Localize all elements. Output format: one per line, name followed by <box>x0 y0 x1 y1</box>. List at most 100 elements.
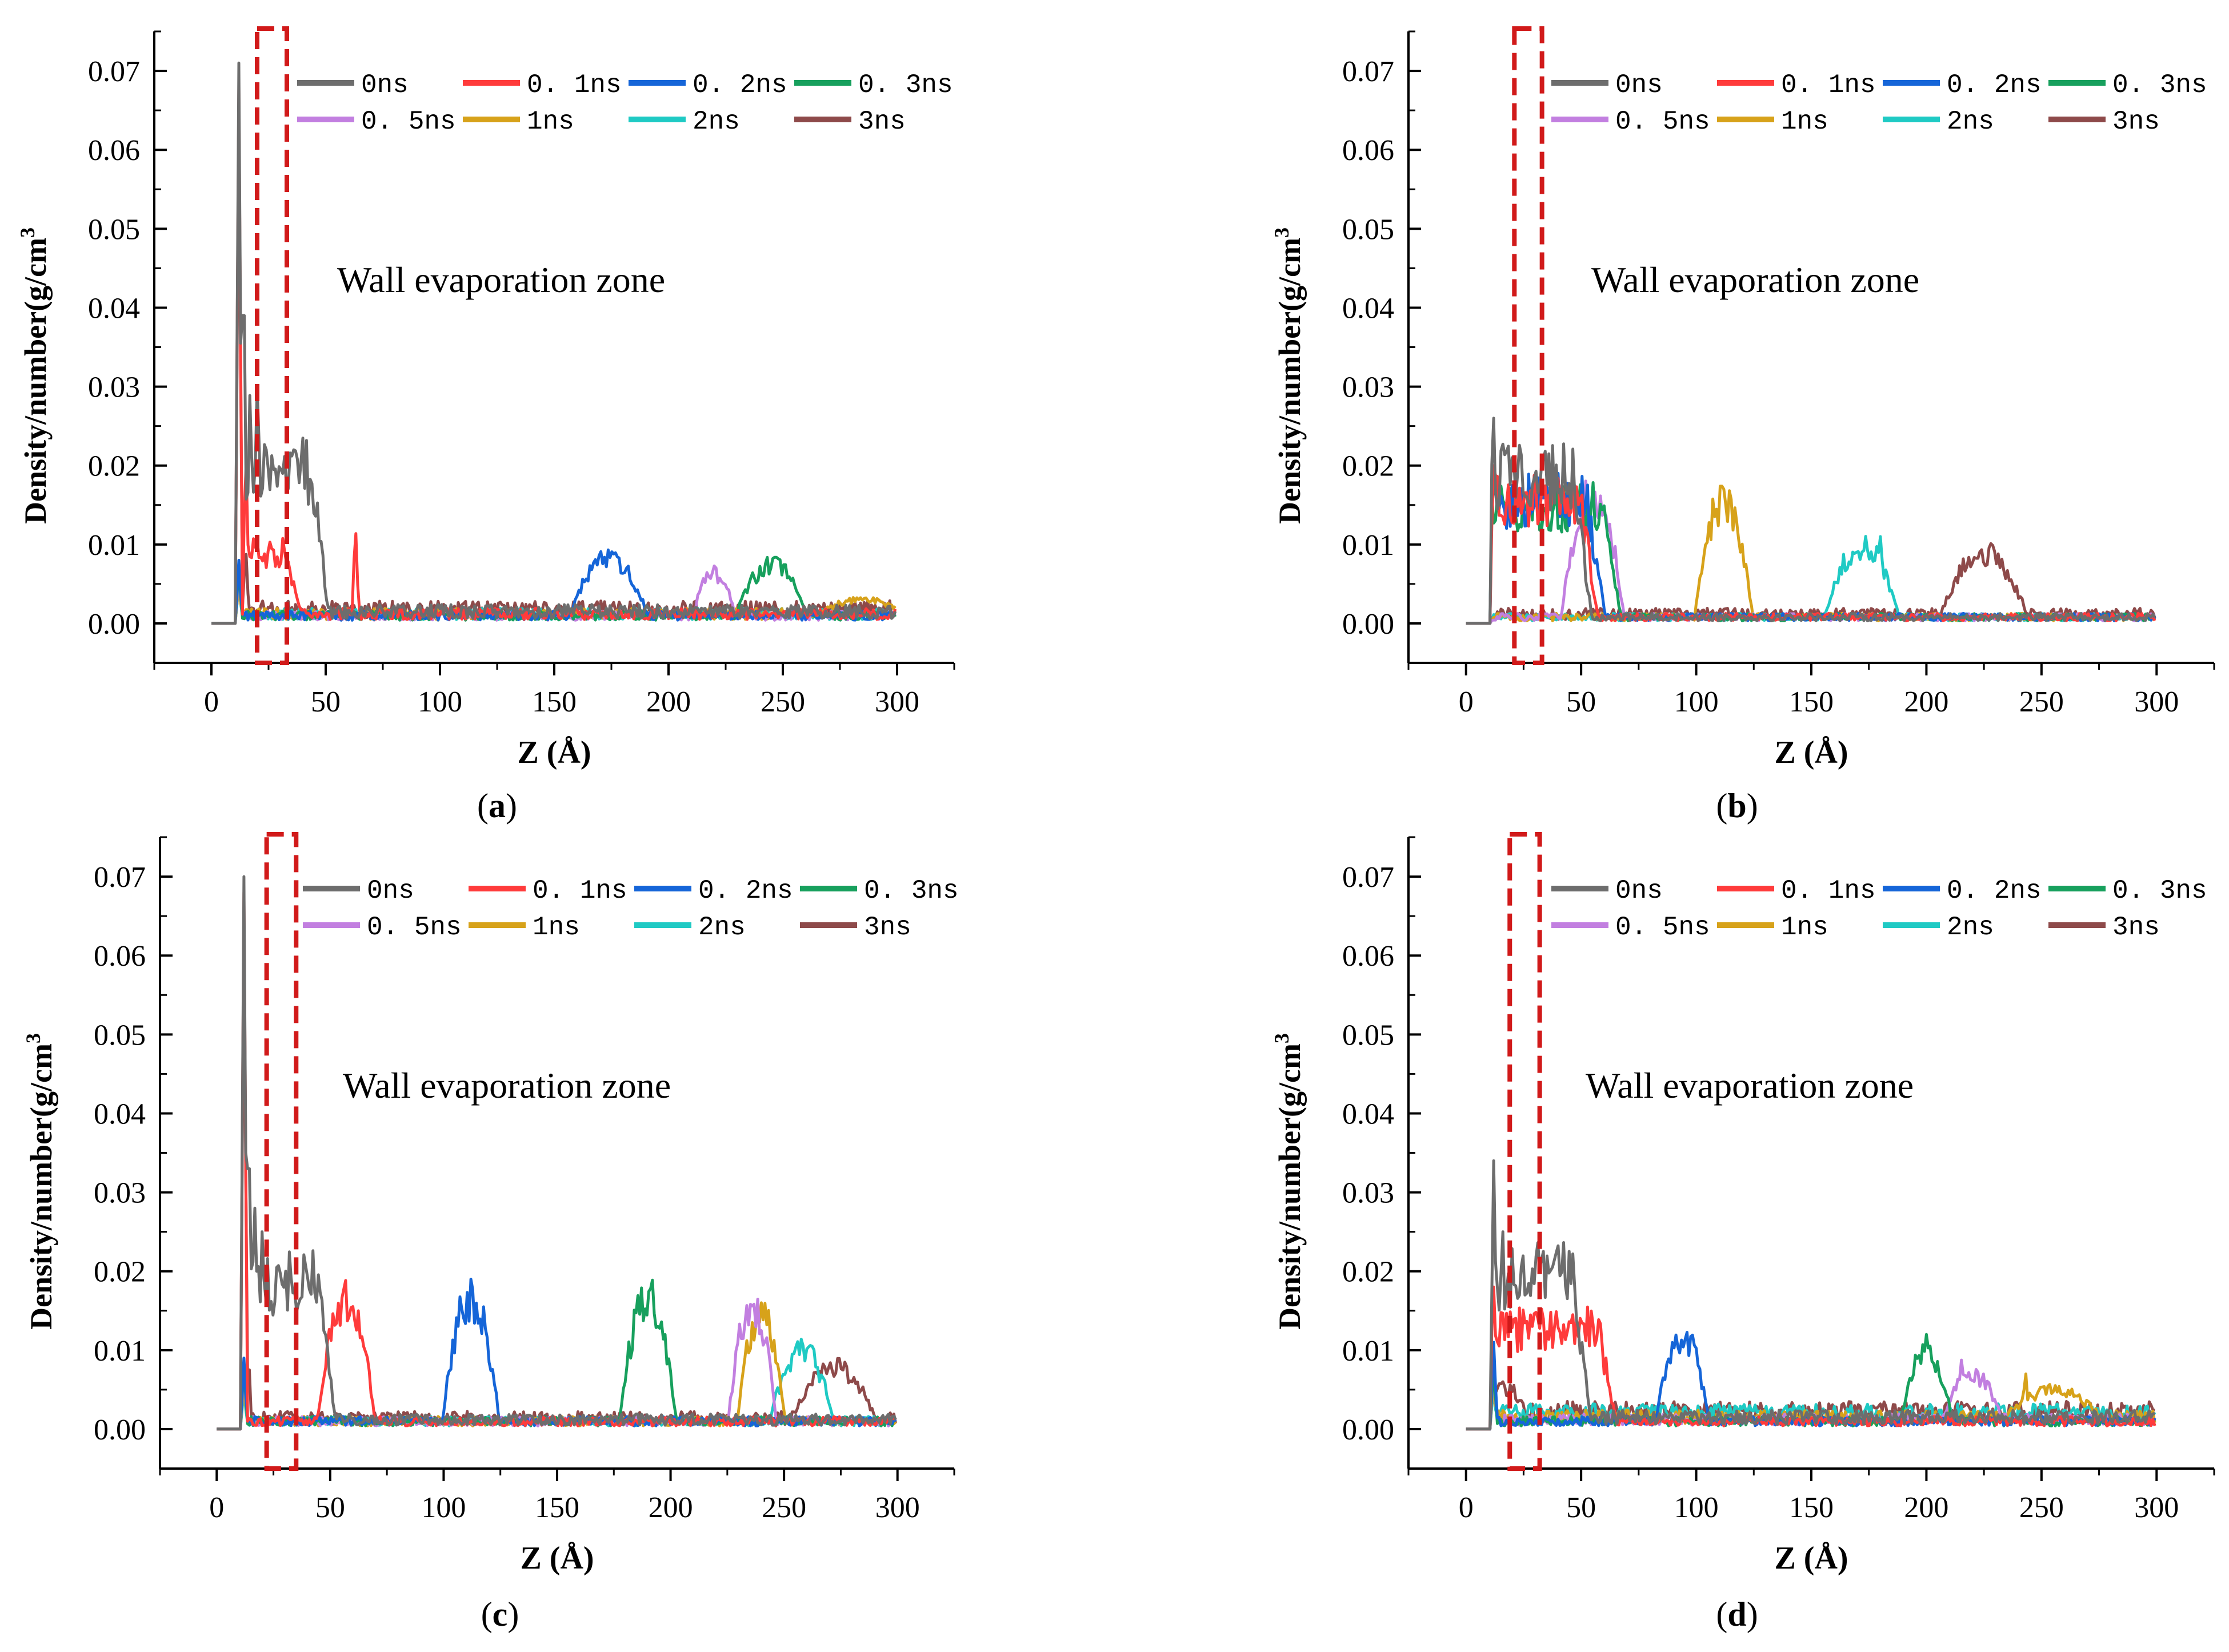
series-line-0ns <box>1466 417 2156 625</box>
y-tick-label: 0.04 <box>88 292 140 325</box>
y-tick-label: 0.07 <box>1342 55 1394 88</box>
y-axis-label: Density/number(g/cm3 <box>16 227 53 524</box>
x-axis-label: Z (Å) <box>1774 1541 1848 1576</box>
x-tick-label: 300 <box>875 686 919 718</box>
legend-label: 0ns <box>361 70 409 100</box>
x-tick-label: 150 <box>532 686 577 718</box>
y-tick-label: 0.00 <box>88 608 140 641</box>
y-axis-label: Density/number(g/cm3 <box>1270 227 1307 524</box>
series-lines <box>1466 417 2156 625</box>
legend-label: 1ns <box>527 107 574 137</box>
y-tick-label: 0.02 <box>1342 450 1394 483</box>
y-tick-label: 0.00 <box>1342 608 1394 641</box>
series-lines <box>211 61 897 625</box>
legend-label: 0. 1ns <box>527 70 622 100</box>
legend-label: 0. 1ns <box>533 876 627 906</box>
x-tick-label: 100 <box>1674 1491 1719 1524</box>
series-line-0ns <box>217 875 897 1431</box>
y-tick-label: 0.06 <box>94 940 146 973</box>
y-tick-label: 0.01 <box>1342 1335 1394 1367</box>
x-tick-label: 50 <box>1566 686 1596 718</box>
x-axis-label: Z (Å) <box>517 735 591 770</box>
series-lines <box>1466 1159 2156 1431</box>
series-lines <box>217 875 897 1431</box>
legend: 0ns 0. 1ns 0. 2ns 0. 3ns 0. 5ns 1ns 2ns 3ns <box>1551 876 2207 942</box>
panel-c: 0.00 0.01 0.02 0.03 0.04 0.05 0.06 0.07 0 50 100 15… <box>22 832 959 1633</box>
legend-label: 0ns <box>367 876 414 906</box>
x-tick-label: 300 <box>2134 1491 2179 1524</box>
evaporation-zone-box <box>1507 832 1542 1471</box>
legend-label: 3ns <box>2112 913 2160 942</box>
legend-label: 0. 3ns <box>858 70 953 100</box>
series-line-0ns <box>1466 1159 2155 1431</box>
y-tick-label: 0.02 <box>88 450 140 483</box>
y-tick-label: 0.06 <box>1342 134 1394 167</box>
x-tick-label: 300 <box>2134 686 2179 718</box>
series-line-3ns <box>211 117 897 625</box>
x-tick-label: 50 <box>315 1491 345 1524</box>
y-tick-label: 0.00 <box>94 1414 146 1446</box>
y-tick-label: 0.01 <box>94 1335 146 1367</box>
legend-label: 0. 3ns <box>2112 876 2207 906</box>
x-tick-label: 100 <box>1674 686 1719 718</box>
zone-annotation: Wall evaporation zone <box>343 1065 671 1106</box>
x-tick-label: 150 <box>1789 1491 1834 1524</box>
x-tick-label: 300 <box>875 1491 920 1524</box>
evaporation-zone-box <box>1512 26 1544 665</box>
y-tick-label: 0.02 <box>94 1256 146 1289</box>
legend-label: 1ns <box>1781 913 1828 942</box>
x-tick-label: 100 <box>418 686 462 718</box>
x-tick-label: 250 <box>761 686 805 718</box>
legend-label: 1ns <box>533 913 580 942</box>
series-line-0-1ns <box>211 85 897 625</box>
y-tick-label: 0.03 <box>88 371 140 404</box>
legend-label: 3ns <box>858 107 906 137</box>
x-tick-label: 250 <box>762 1491 806 1524</box>
y-tick-label: 0.07 <box>88 55 140 88</box>
legend: 0ns 0. 1ns 0. 2ns 0. 3ns 0. 5ns 1ns 2ns 3ns <box>303 876 959 942</box>
legend-label: 0. 2ns <box>698 876 793 906</box>
x-tick-label: 50 <box>1566 1491 1596 1524</box>
x-tick-label: 200 <box>1904 1491 1948 1524</box>
x-tick-label: 0 <box>1459 686 1474 718</box>
x-tick-label: 200 <box>1904 686 1948 718</box>
y-tick-label: 0.00 <box>1342 1414 1394 1446</box>
series-line-0ns <box>211 61 897 625</box>
legend-label: 0. 3ns <box>2112 70 2207 100</box>
legend-label: 0. 3ns <box>864 876 959 906</box>
y-tick-label: 0.04 <box>1342 292 1394 325</box>
zone-annotation: Wall evaporation zone <box>1591 259 1919 300</box>
series-line-0-1ns <box>1466 1285 2156 1431</box>
y-tick-label: 0.05 <box>94 1019 146 1051</box>
x-axis-label: Z (Å) <box>520 1541 594 1576</box>
panel-caption: (b) <box>1716 787 1758 825</box>
x-tick-label: 200 <box>649 1491 693 1524</box>
legend-label: 0. 2ns <box>1947 70 2042 100</box>
y-tick-label: 0.06 <box>1342 940 1394 973</box>
legend-label: 0. 2ns <box>1947 876 2042 906</box>
legend-label: 2ns <box>1947 107 1994 137</box>
panel-caption: (a) <box>477 787 517 825</box>
x-tick-label: 100 <box>421 1491 466 1524</box>
legend: 0ns 0. 1ns 0. 2ns 0. 3ns 0. 5ns 1ns 2ns 3ns <box>1551 70 2207 137</box>
x-tick-label: 250 <box>2019 686 2064 718</box>
evaporation-zone-box <box>264 832 299 1471</box>
y-tick-label: 0.03 <box>1342 1177 1394 1210</box>
evaporation-zone-box <box>255 26 289 665</box>
x-tick-label: 150 <box>535 1491 579 1524</box>
y-tick-label: 0.05 <box>88 213 140 246</box>
y-tick-label: 0.03 <box>94 1177 146 1210</box>
series-line-0-1ns <box>217 891 896 1431</box>
x-tick-label: 150 <box>1789 686 1834 718</box>
legend-label: 0ns <box>1615 70 1663 100</box>
x-tick-label: 0 <box>209 1491 224 1524</box>
y-tick-label: 0.03 <box>1342 371 1394 404</box>
panel-d: 0.00 0.01 0.02 0.03 0.04 0.05 0.06 0.07 0 50 100 15… <box>1270 832 2215 1633</box>
legend-label: 0. 5ns <box>361 107 456 137</box>
x-tick-label: 0 <box>1459 1491 1474 1524</box>
y-tick-label: 0.07 <box>1342 861 1394 894</box>
legend-label: 0. 1ns <box>1781 876 1876 906</box>
y-tick-label: 0.05 <box>1342 1019 1394 1051</box>
legend-label: 0ns <box>1615 876 1663 906</box>
legend-label: 0. 1ns <box>1781 70 1876 100</box>
